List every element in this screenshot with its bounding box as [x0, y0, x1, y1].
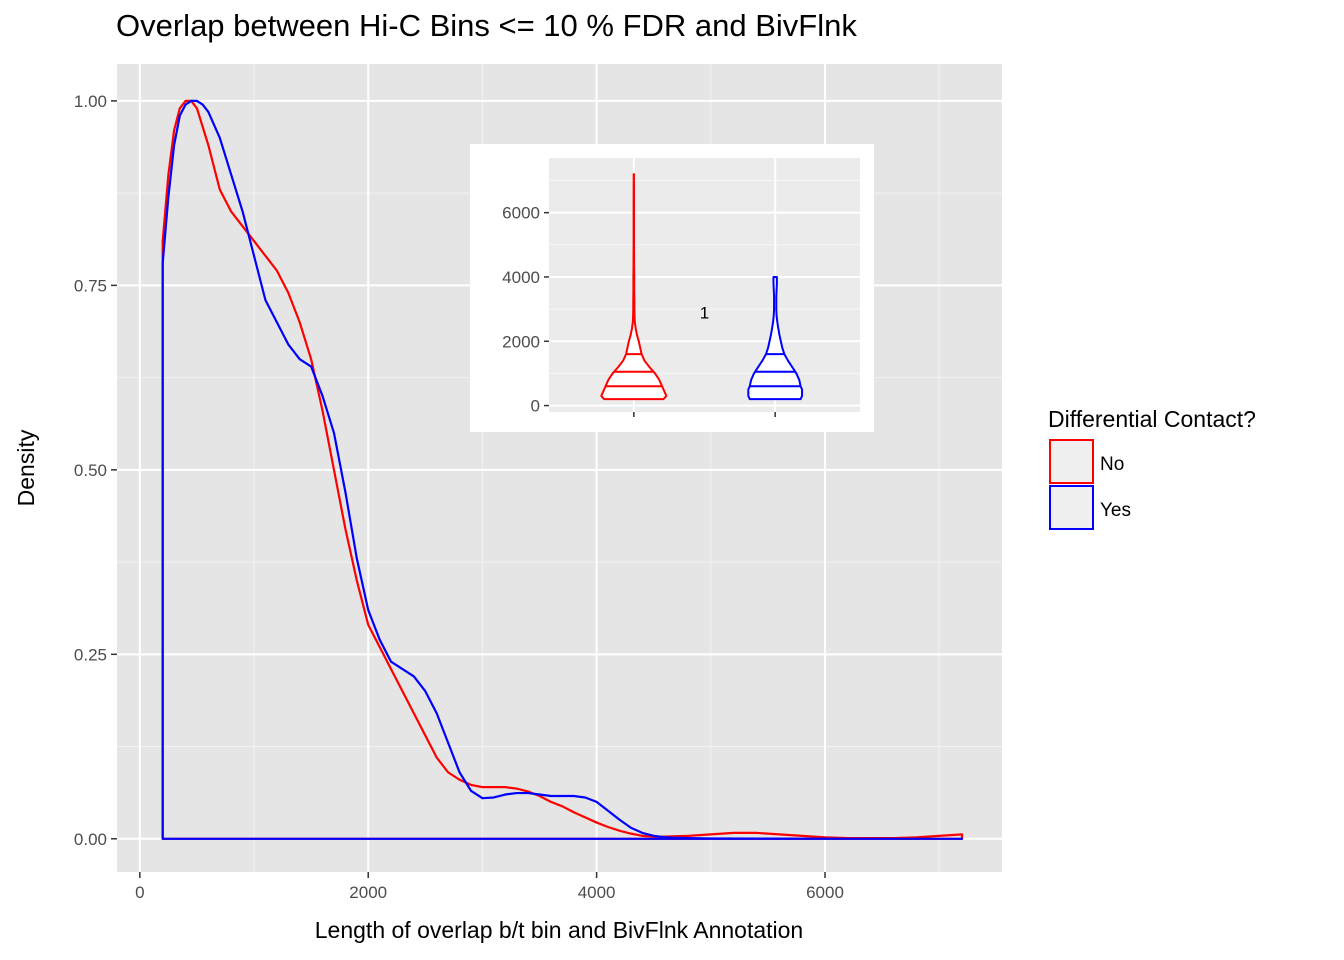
inset-y-tick-label: 6000: [502, 204, 540, 223]
x-tick-label: 6000: [806, 883, 844, 902]
inset-y-tick-label: 2000: [502, 332, 540, 351]
legend-label-no: No: [1100, 454, 1124, 475]
x-tick-label: 4000: [578, 883, 616, 902]
inset-category-label: 1: [700, 303, 709, 322]
legend-title: Differential Contact?: [1048, 406, 1256, 432]
axes: 0 2000 4000 6000 0.00 0.25 0.50 0.75 1.00: [74, 92, 844, 902]
y-tick-label: 0.50: [74, 461, 107, 480]
legend: Differential Contact? No Yes: [1048, 406, 1256, 530]
density-line-no: [161, 99, 964, 840]
legend-key-yes: [1049, 485, 1094, 530]
legend-label-yes: Yes: [1100, 500, 1131, 521]
series-layer: [161, 99, 964, 840]
violin-no: [600, 173, 668, 401]
inset-panel: [549, 158, 860, 412]
x-tick-label: 2000: [349, 883, 387, 902]
legend-key-no: [1049, 439, 1094, 484]
inset-y-tick-label: 4000: [502, 268, 540, 287]
y-tick-label: 1.00: [74, 92, 107, 111]
density-line-yes: [161, 99, 964, 840]
y-axis-title: Density: [13, 429, 39, 506]
y-tick-label: 0.25: [74, 645, 107, 664]
y-tick-label: 0.00: [74, 830, 107, 849]
inset-y-tick-label: 0: [531, 397, 540, 416]
chart-title: Overlap between Hi-C Bins <= 10 % FDR an…: [116, 8, 857, 43]
x-axis-title: Length of overlap b/t bin and BivFlnk An…: [315, 917, 803, 943]
inset-violin-plot: 0 2000 4000 6000 1: [470, 144, 874, 432]
x-tick-label: 0: [135, 883, 144, 902]
y-tick-label: 0.75: [74, 276, 107, 295]
